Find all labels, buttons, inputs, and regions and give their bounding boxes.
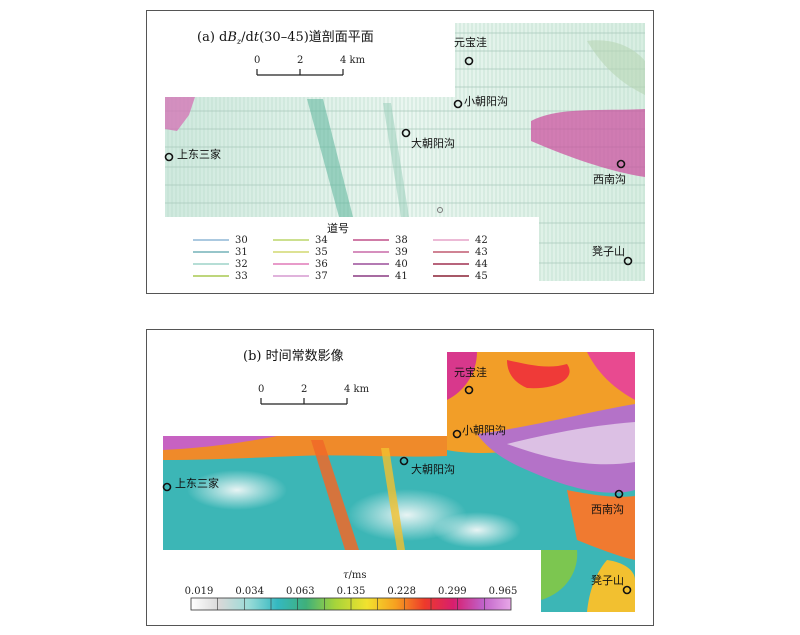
legend-label-45: 45 [475,271,488,282]
place-xinangou: 西南沟 [593,173,626,186]
colorbar-tick-label: 0.135 [337,586,366,597]
panel-b-canvas: (b) 时间常数影像 0 2 4 km 元宝洼 小朝阳沟 大朝阳沟 上东三家 西… [162,349,635,622]
scale-b-tick-4km: 4 km [344,384,370,395]
panel-a-places: 元宝洼 小朝阳沟 大朝阳沟 上东三家 西南沟 凳子山 [164,35,633,266]
place-xiaochaoyanggou: 小朝阳沟 [464,95,508,108]
legend-label-40: 40 [395,259,408,270]
panel-a-title: (a) dBz/dt(30–45)道剖面平面 [197,30,374,46]
colorbar-tick-label: 0.299 [438,586,467,597]
colorbar-title: τ/ms [343,570,367,581]
place-dengzishan: 凳子山 [592,244,625,258]
place-b-shangdongsanjia: 上东三家 [175,476,219,490]
panel-a-profile-map: (a) dBz/dt(30–45)道剖面平面 0 2 4 km 元宝洼 小朝阳沟… [146,10,654,294]
panel-a-legend-title: 道号 [327,221,349,235]
scale-tick-4km: 4 km [340,55,366,66]
place-b-dengzishan: 凳子山 [591,573,624,587]
legend-label-43: 43 [475,247,488,258]
colorbar-tick-label: 0.019 [185,586,214,597]
legend-label-41: 41 [395,271,408,282]
panel-a-anomaly-west [165,97,195,131]
colorbar-tick-label: 0.034 [235,586,264,597]
colorbar-tick-label: 0.965 [489,586,518,597]
place-b-xiaochaoyanggou: 小朝阳沟 [462,424,506,437]
legend-label-30: 30 [235,235,248,246]
panel-b-title: (b) 时间常数影像 [243,349,344,364]
panel-b-scale-bar: 0 2 4 km [258,384,370,405]
legend-label-32: 32 [235,259,248,270]
legend-label-34: 34 [315,235,328,246]
legend-label-39: 39 [395,247,408,258]
panel-b-places: 元宝洼 小朝阳沟 大朝阳沟 上东三家 西南沟 凳子山 [162,365,632,595]
place-b-xinangou: 西南沟 [591,503,624,516]
panel-a-linear-feature [307,99,353,217]
scale-b-tick-0: 0 [258,384,264,395]
colorbar-ticks: 0.019 0.034 0.063 0.135 0.228 0.299 0.965 [185,586,518,610]
panel-a-scale-bar: 0 2 4 km [254,55,366,76]
place-dachaoyanggou: 大朝阳沟 [411,136,455,150]
legend-label-42: 42 [475,235,488,246]
scale-tick-0: 0 [254,55,260,66]
panel-b-tau-map: (b) 时间常数影像 0 2 4 km 元宝洼 小朝阳沟 大朝阳沟 上东三家 西… [146,329,654,626]
place-yuanbaowa: 元宝洼 [454,35,487,49]
place-b-dachaoyanggou: 大朝阳沟 [411,462,455,476]
colorbar-tick-label: 0.063 [286,586,315,597]
place-shangdongsanjia: 上东三家 [177,147,221,161]
panel-a-anomaly-east [531,109,645,177]
panel-a-canvas: (a) dBz/dt(30–45)道剖面平面 0 2 4 km 元宝洼 小朝阳沟… [164,23,645,291]
panel-a-legend-box [165,217,539,291]
scale-b-tick-2: 2 [301,384,307,395]
legend-label-35: 35 [315,247,328,258]
legend-label-36: 36 [315,259,328,270]
legend-label-38: 38 [395,235,408,246]
place-b-yuanbaowa: 元宝洼 [454,365,487,379]
legend-label-31: 31 [235,247,248,258]
colorbar-tick-label: 0.228 [387,586,416,597]
legend-label-44: 44 [475,259,488,270]
scale-tick-2: 2 [297,55,303,66]
legend-label-33: 33 [235,271,248,282]
legend-label-37: 37 [315,271,328,282]
